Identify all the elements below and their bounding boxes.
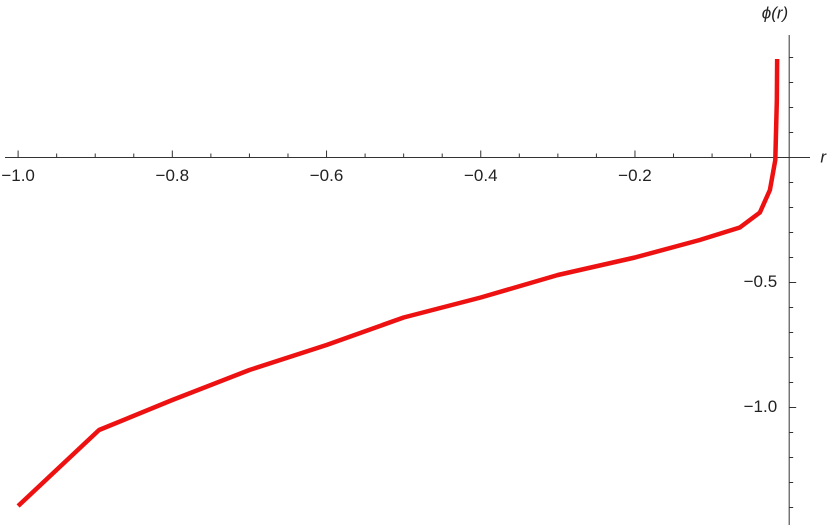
y-tick-label: −1.0 — [744, 397, 778, 416]
y-tick-label: −0.5 — [744, 272, 778, 291]
x-tick-label: −1.0 — [1, 166, 35, 185]
x-tick-label: −0.8 — [156, 166, 190, 185]
y-axis-label: ϕ(r) — [762, 3, 788, 22]
x-axis-label: r — [820, 147, 827, 166]
x-tick-label: −0.4 — [464, 166, 498, 185]
x-tick-label: −0.2 — [618, 166, 652, 185]
curve — [16, 58, 780, 508]
x-tick-label: −0.6 — [310, 166, 344, 185]
